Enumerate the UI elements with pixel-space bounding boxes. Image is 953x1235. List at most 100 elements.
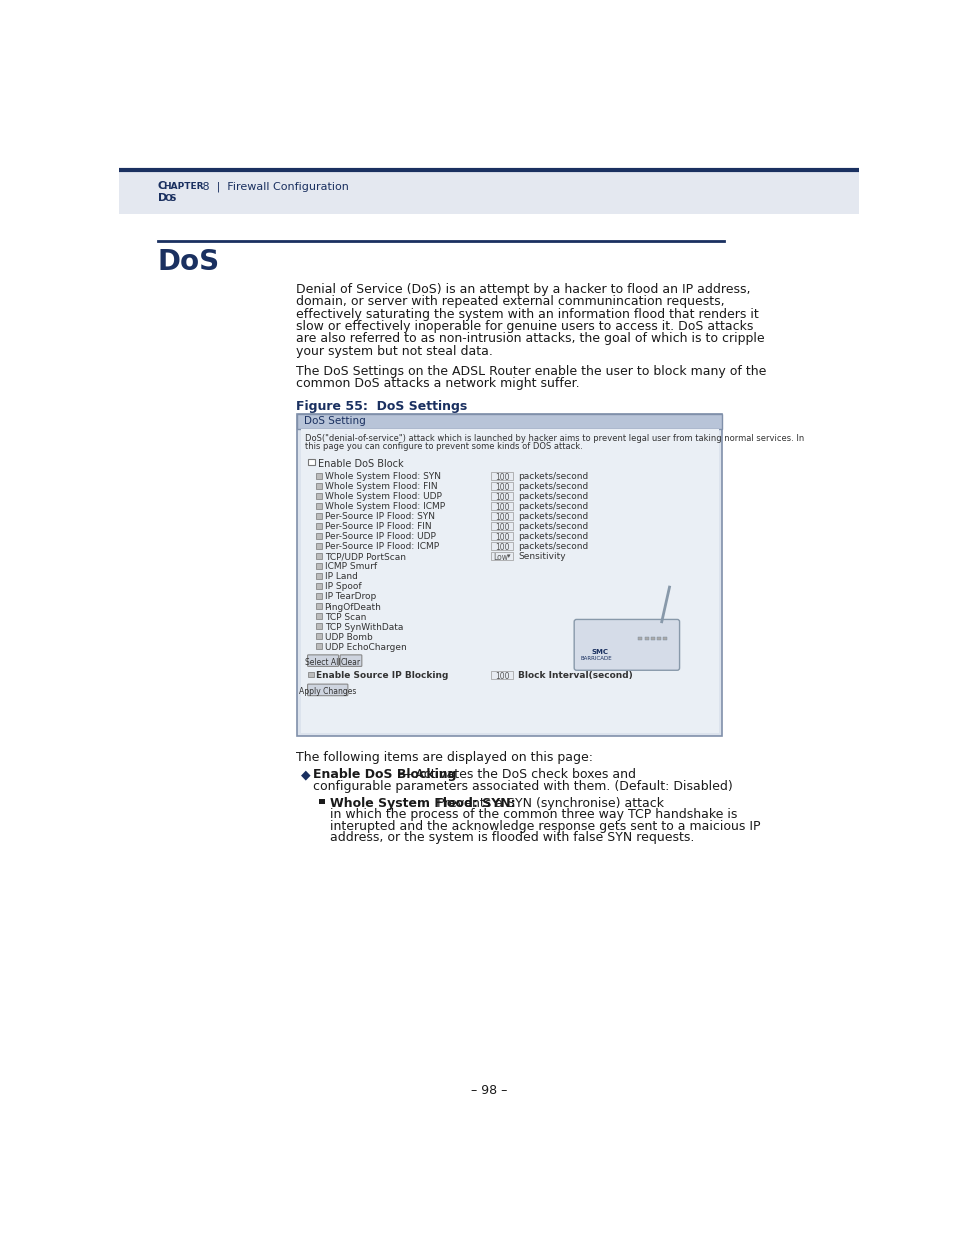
Text: DoS: DoS [158,248,220,277]
Text: The DoS Settings on the ADSL Router enable the user to block many of the: The DoS Settings on the ADSL Router enab… [295,364,765,378]
Text: this page you can configure to prevent some kinds of DOS attack.: this page you can configure to prevent s… [305,442,582,451]
Bar [491,483,513,490]
Text: packets/second: packets/second [517,503,588,511]
Bar [315,524,321,529]
Text: packets/second: packets/second [517,542,588,552]
Text: Whole System Flood: ICMP: Whole System Flood: ICMP [324,503,444,511]
Bar [491,522,513,530]
Bar [491,503,513,510]
Text: TCP/UDP PortScan: TCP/UDP PortScan [324,552,405,562]
Text: Whole System Flood: UDP: Whole System Flood: UDP [324,493,441,501]
Text: ICMP Smurf: ICMP Smurf [324,562,376,572]
Text: Apply Changes: Apply Changes [298,687,356,697]
Text: TCP Scan: TCP Scan [324,613,366,621]
Bar [297,414,721,430]
Text: common DoS attacks a network might suffer.: common DoS attacks a network might suffe… [295,377,579,390]
Text: 100: 100 [495,534,509,542]
Bar [315,624,321,629]
Text: Per-Source IP Flood: UDP: Per-Source IP Flood: UDP [324,532,435,541]
Bar [315,553,321,558]
Bar [315,473,321,478]
Text: ▾: ▾ [506,553,510,559]
Text: 100: 100 [495,543,509,552]
Bar [662,637,666,640]
FancyBboxPatch shape [574,620,679,671]
Bar [300,430,719,732]
Text: Block Interval(second): Block Interval(second) [517,671,633,680]
Text: packets/second: packets/second [517,532,588,541]
Bar [315,614,321,619]
Bar [315,493,321,499]
Text: IP Land: IP Land [324,573,357,582]
Bar [491,532,513,540]
Text: D: D [158,193,167,203]
Text: Prevents a SYN (synchronise) attack: Prevents a SYN (synchronise) attack [433,797,663,809]
Bar [315,514,321,519]
Bar [315,593,321,599]
Text: PingOfDeath: PingOfDeath [324,603,381,611]
Text: Whole System Flood: SYN: Whole System Flood: SYN [324,472,440,482]
Text: 100: 100 [495,503,509,513]
Text: slow or effectively inoperable for genuine users to access it. DoS attacks: slow or effectively inoperable for genui… [295,320,753,333]
Text: TCP SynWithData: TCP SynWithData [324,622,402,631]
Bar [638,637,641,640]
Text: packets/second: packets/second [517,483,588,492]
Bar [308,459,314,466]
Text: DoS("denial-of-service") attack which is launched by hacker aims to prevent lega: DoS("denial-of-service") attack which is… [305,433,803,443]
Bar [491,552,513,561]
Text: 100: 100 [495,524,509,532]
Text: 100: 100 [495,483,509,493]
Bar [657,637,660,640]
Text: interupted and the acknowledge response gets sent to a maicious IP: interupted and the acknowledge response … [330,820,760,832]
Text: Clear: Clear [340,658,360,667]
Bar [119,169,858,215]
Bar [315,483,321,489]
Text: IP Spoof: IP Spoof [324,583,361,592]
Text: Whole System Flood: FIN: Whole System Flood: FIN [324,483,436,492]
Text: are also referred to as non-intrusion attacks, the goal of which is to cripple: are also referred to as non-intrusion at… [295,332,763,346]
Text: Per-Source IP Flood: ICMP: Per-Source IP Flood: ICMP [324,542,438,552]
Bar [315,643,321,648]
Text: packets/second: packets/second [517,493,588,501]
Text: DoS Setting: DoS Setting [303,416,365,426]
Bar [308,672,314,677]
Bar [315,603,321,609]
Text: Denial of Service (DoS) is an attempt by a hacker to flood an IP address,: Denial of Service (DoS) is an attempt by… [295,283,750,296]
Bar [650,637,654,640]
Text: in which the process of the common three way TCP handshake is: in which the process of the common three… [330,808,737,821]
Bar [315,534,321,538]
Bar [315,563,321,568]
FancyBboxPatch shape [340,655,361,667]
Text: Figure 55:  DoS Settings: Figure 55: DoS Settings [295,400,467,412]
Text: The following items are displayed on this page:: The following items are displayed on thi… [295,751,593,764]
Text: IP TearDrop: IP TearDrop [324,593,375,601]
Text: packets/second: packets/second [517,513,588,521]
Text: Low: Low [493,553,508,562]
Text: packets/second: packets/second [517,472,588,482]
Text: O: O [164,194,172,203]
Bar [491,671,513,679]
Text: your system but not steal data.: your system but not steal data. [295,345,493,358]
Text: packets/second: packets/second [517,522,588,531]
Text: S: S [170,194,176,203]
Text: Select All: Select All [305,658,340,667]
Bar [491,542,513,550]
Text: Enable DoS Block: Enable DoS Block [317,459,403,469]
Text: SMC: SMC [592,648,608,655]
Bar [315,503,321,509]
Text: – 98 –: – 98 – [470,1084,507,1097]
Bar [491,513,513,520]
Text: — Activates the DoS check boxes and: — Activates the DoS check boxes and [395,768,635,781]
Text: C: C [158,182,166,191]
Text: ◆: ◆ [300,768,310,781]
Text: Sensitivity: Sensitivity [517,552,565,562]
Bar [491,472,513,480]
Bar [297,414,721,736]
FancyBboxPatch shape [307,655,338,667]
Text: UDP Bomb: UDP Bomb [324,632,372,641]
Text: 8  |  Firewall Configuration: 8 | Firewall Configuration [199,182,349,191]
Text: configurable parameters associated with them. (Default: Disabled): configurable parameters associated with … [313,779,732,793]
Text: Per-Source IP Flood: SYN: Per-Source IP Flood: SYN [324,513,435,521]
Text: Enable DoS Blocking: Enable DoS Blocking [313,768,456,781]
Text: 100: 100 [495,514,509,522]
